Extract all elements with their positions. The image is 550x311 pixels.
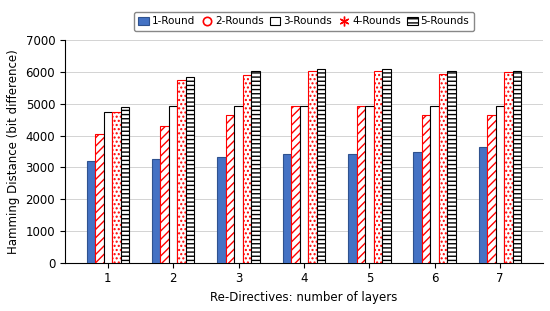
Bar [283,154,291,263]
Bar [382,69,390,263]
Bar [496,105,504,263]
Bar [448,71,456,263]
Bar [487,115,496,263]
Bar [112,112,120,263]
Bar [86,161,95,263]
Bar [414,152,422,263]
Bar [243,75,251,263]
Bar [348,154,356,263]
Bar [161,126,169,263]
Bar [251,71,260,263]
Bar [422,115,431,263]
Bar [439,74,448,263]
Bar [152,159,161,263]
Bar [308,71,317,263]
Bar [365,105,373,263]
Bar [120,107,129,263]
Y-axis label: Hamming Distance (bit difference): Hamming Distance (bit difference) [7,49,20,254]
Bar [291,105,300,263]
Bar [178,80,186,263]
Bar [95,134,103,263]
Bar [217,157,226,263]
Legend: 1-Round, 2-Rounds, 3-Rounds, 4-Rounds, 5-Rounds: 1-Round, 2-Rounds, 3-Rounds, 4-Rounds, 5… [134,12,474,30]
Bar [103,112,112,263]
Bar [373,71,382,263]
Bar [169,105,178,263]
Bar [504,72,513,263]
Bar [479,146,487,263]
Bar [226,115,234,263]
Bar [234,105,243,263]
Bar [431,105,439,263]
Bar [356,105,365,263]
Bar [300,105,308,263]
Bar [513,71,521,263]
X-axis label: Re-Directives: number of layers: Re-Directives: number of layers [210,291,398,304]
Bar [186,77,195,263]
Bar [317,69,325,263]
